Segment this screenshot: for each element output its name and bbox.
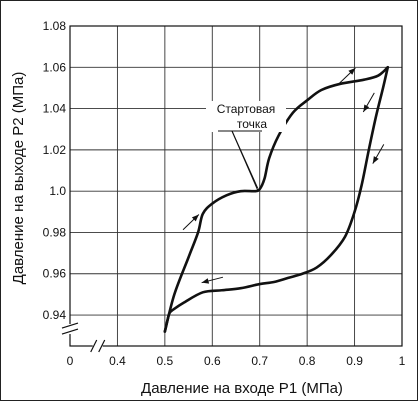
annotation-background — [206, 101, 286, 132]
x-tick-label: 1 — [399, 354, 406, 368]
direction-arrow-head — [191, 214, 199, 222]
direction-arrows — [182, 67, 385, 284]
y-tick-label: 1.08 — [43, 19, 67, 33]
annotation-line-1: Стартовая — [217, 102, 276, 116]
x-tick-label: 0.4 — [109, 354, 126, 368]
y-break-gap — [67, 324, 73, 335]
x-tick-label: 0.8 — [299, 354, 316, 368]
decreasing-pressure-curve — [163, 65, 390, 333]
x-axis-title: Давление на входе P1 (МПа) — [141, 380, 343, 397]
y-tick-label: 0.98 — [43, 225, 67, 239]
y-tick-label: 1.06 — [43, 60, 67, 74]
axis-break-marks — [61, 322, 106, 353]
y-tick-label: 1.02 — [43, 143, 67, 157]
y-break-slash — [61, 322, 79, 329]
plot-area — [69, 25, 403, 347]
y-break-slash — [61, 328, 79, 335]
x-break-slash — [90, 339, 98, 353]
direction-arrow-head — [201, 278, 210, 284]
x-break-slash — [98, 339, 106, 353]
x-tick-labels: 0.4 0.5 0.6 0.7 0.8 0.9 1 0 — [67, 354, 406, 368]
x-tick-label: 0.5 — [157, 354, 174, 368]
y-tick-label: 0.94 — [43, 308, 67, 322]
x-origin-label: 0 — [67, 354, 74, 368]
x-break-gap — [92, 343, 103, 349]
series-lines — [163, 65, 390, 333]
x-tick-label: 0.6 — [204, 354, 221, 368]
direction-arrow-head — [363, 104, 370, 112]
y-tick-labels: 0.94 0.96 0.98 1.0 1.02 1.04 1.06 1.08 — [43, 19, 67, 322]
y-axis-title: Давление на выходе P2 (МПа) — [10, 72, 27, 285]
annotation-leader — [231, 130, 259, 191]
y-tick-label: 0.96 — [43, 267, 67, 281]
direction-arrow-head — [348, 67, 356, 75]
x-tick-label: 0.9 — [346, 354, 363, 368]
y-tick-label: 1.0 — [49, 184, 66, 198]
y-tick-label: 1.04 — [43, 102, 67, 116]
increasing-pressure-curve — [163, 65, 390, 333]
x-tick-label: 0.7 — [251, 354, 268, 368]
annotation-line-2: точка — [237, 117, 268, 131]
direction-arrow-head — [372, 156, 379, 164]
start-point-annotation: Стартовая точка — [206, 101, 286, 191]
